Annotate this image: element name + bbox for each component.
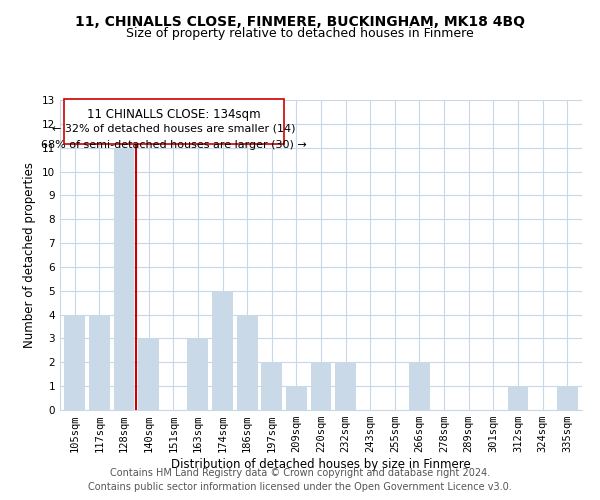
Bar bbox=[508, 386, 529, 410]
Text: Size of property relative to detached houses in Finmere: Size of property relative to detached ho… bbox=[126, 28, 474, 40]
Bar bbox=[557, 386, 578, 410]
Bar bbox=[212, 291, 233, 410]
Text: 68% of semi-detached houses are larger (30) →: 68% of semi-detached houses are larger (… bbox=[41, 140, 307, 150]
X-axis label: Distribution of detached houses by size in Finmere: Distribution of detached houses by size … bbox=[171, 458, 471, 471]
Y-axis label: Number of detached properties: Number of detached properties bbox=[23, 162, 37, 348]
FancyBboxPatch shape bbox=[64, 99, 284, 144]
Bar bbox=[113, 148, 134, 410]
Bar bbox=[311, 362, 331, 410]
Bar bbox=[286, 386, 307, 410]
Bar bbox=[187, 338, 208, 410]
Bar bbox=[64, 314, 85, 410]
Bar bbox=[236, 314, 257, 410]
Bar bbox=[409, 362, 430, 410]
Text: ← 32% of detached houses are smaller (14): ← 32% of detached houses are smaller (14… bbox=[52, 124, 296, 134]
Bar bbox=[89, 314, 110, 410]
Bar bbox=[335, 362, 356, 410]
Bar bbox=[138, 338, 159, 410]
Text: 11 CHINALLS CLOSE: 134sqm: 11 CHINALLS CLOSE: 134sqm bbox=[87, 108, 260, 121]
Text: Contains HM Land Registry data © Crown copyright and database right 2024.: Contains HM Land Registry data © Crown c… bbox=[110, 468, 490, 477]
Text: 11, CHINALLS CLOSE, FINMERE, BUCKINGHAM, MK18 4BQ: 11, CHINALLS CLOSE, FINMERE, BUCKINGHAM,… bbox=[75, 15, 525, 29]
Bar bbox=[261, 362, 282, 410]
Text: Contains public sector information licensed under the Open Government Licence v3: Contains public sector information licen… bbox=[88, 482, 512, 492]
